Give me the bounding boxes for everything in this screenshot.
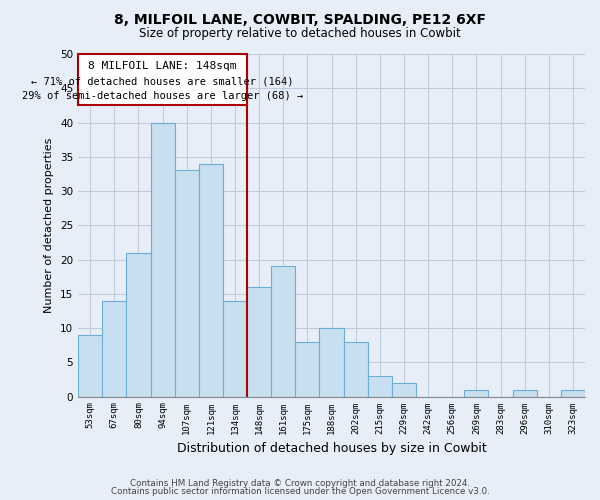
Bar xyxy=(344,342,368,396)
Bar xyxy=(368,376,392,396)
Text: 8, MILFOIL LANE, COWBIT, SPALDING, PE12 6XF: 8, MILFOIL LANE, COWBIT, SPALDING, PE12 … xyxy=(114,12,486,26)
Bar xyxy=(102,300,127,396)
Bar xyxy=(561,390,585,396)
FancyBboxPatch shape xyxy=(78,54,247,106)
Text: 29% of semi-detached houses are larger (68) →: 29% of semi-detached houses are larger (… xyxy=(22,92,303,102)
Text: Contains public sector information licensed under the Open Government Licence v3: Contains public sector information licen… xyxy=(110,487,490,496)
Text: ← 71% of detached houses are smaller (164): ← 71% of detached houses are smaller (16… xyxy=(31,76,294,86)
Bar xyxy=(127,252,151,396)
Bar xyxy=(247,287,271,397)
Bar xyxy=(175,170,199,396)
Bar xyxy=(199,164,223,396)
Bar xyxy=(151,122,175,396)
Bar xyxy=(319,328,344,396)
Bar xyxy=(392,383,416,396)
Bar xyxy=(271,266,295,396)
Bar xyxy=(78,335,102,396)
Bar xyxy=(464,390,488,396)
Bar xyxy=(295,342,319,396)
X-axis label: Distribution of detached houses by size in Cowbit: Distribution of detached houses by size … xyxy=(176,442,487,455)
Text: Size of property relative to detached houses in Cowbit: Size of property relative to detached ho… xyxy=(139,28,461,40)
Bar xyxy=(223,300,247,396)
Text: 8 MILFOIL LANE: 148sqm: 8 MILFOIL LANE: 148sqm xyxy=(88,62,237,72)
Bar xyxy=(512,390,537,396)
Text: Contains HM Land Registry data © Crown copyright and database right 2024.: Contains HM Land Registry data © Crown c… xyxy=(130,478,470,488)
Y-axis label: Number of detached properties: Number of detached properties xyxy=(44,138,55,313)
